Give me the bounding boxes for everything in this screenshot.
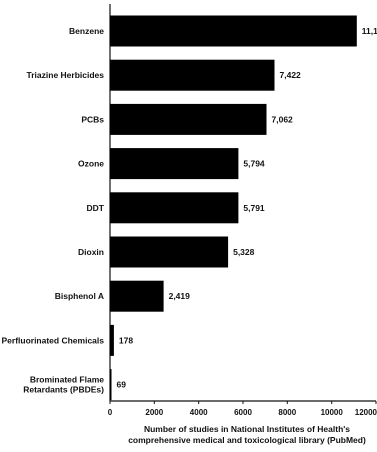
category-label-triazine-herbicides: Triazine Herbicides (27, 70, 105, 80)
category-label-line: Retardants (PBDEs) (23, 385, 104, 395)
value-label-group: 11,134 7,422 7,062 5,794 5,791 5,328 2,419 178 6… (117, 26, 377, 390)
category-label-line: Triazine Herbicides (27, 70, 105, 80)
value-label-perfluorinated-chemicals: 178 (119, 335, 133, 345)
bar-group (110, 15, 357, 401)
category-label-dioxin: Dioxin (78, 247, 104, 257)
x-tick-label: 8000 (278, 408, 296, 417)
category-label-brominated-flame-retardants-pbdes: Brominated Flame Retardants (PBDEs) (23, 375, 104, 395)
x-tick-label: 2000 (145, 408, 163, 417)
category-label-line: Bisphenol A (55, 291, 104, 301)
bar-ozone (110, 148, 239, 180)
category-label-line: Benzene (69, 26, 104, 36)
x-tick-group: 0 2000 4000 6000 8000 10000 12000 (108, 401, 377, 417)
category-label-pcbs: PCBs (81, 114, 104, 124)
category-label-line: Brominated Flame (30, 375, 104, 385)
x-axis-title-line: comprehensive medical and toxicological … (128, 435, 366, 445)
bar-benzene (110, 15, 357, 47)
value-label-pcbs: 7,062 (272, 114, 294, 124)
x-tick-label: 4000 (190, 408, 208, 417)
category-label-line: DDT (87, 203, 105, 213)
category-label-group: Benzene Triazine Herbicides PCBs Ozone DDT Di… (1, 26, 104, 395)
value-label-dioxin: 5,328 (233, 247, 255, 257)
value-label-bisphenol-a: 2,419 (169, 291, 191, 301)
category-label-line: Perfluorinated Chemicals (1, 335, 104, 345)
category-label-ozone: Ozone (78, 159, 104, 169)
x-tick-label: 0 (108, 408, 113, 417)
category-label-perfluorinated-chemicals: Perfluorinated Chemicals (1, 335, 104, 345)
bar-ddt (110, 192, 239, 224)
value-label-ozone: 5,794 (243, 159, 265, 169)
category-label-line: Ozone (78, 159, 104, 169)
category-label-line: PCBs (81, 114, 104, 124)
x-axis-title: Number of studies in National Institutes… (128, 424, 366, 445)
bar-bisphenol-a (110, 280, 164, 312)
bar-brominated-flame-retardants-pbdes (110, 369, 112, 401)
bar-perfluorinated-chemicals (110, 324, 114, 356)
x-tick-label: 6000 (234, 408, 252, 417)
category-label-benzene: Benzene (69, 26, 104, 36)
value-label-benzene: 11,134 (362, 26, 377, 36)
category-label-ddt: DDT (87, 203, 105, 213)
value-label-triazine-herbicides: 7,422 (280, 70, 302, 80)
bar-dioxin (110, 236, 229, 268)
x-tick-label: 10000 (321, 408, 344, 417)
bar-pcbs (110, 103, 267, 135)
value-label-ddt: 5,791 (243, 203, 265, 213)
x-tick-label: 12000 (355, 408, 377, 417)
x-axis-title-line: Number of studies in National Institutes… (144, 424, 350, 434)
bar-triazine-herbicides (110, 59, 275, 91)
value-label-brominated-flame-retardants-pbdes: 69 (117, 380, 127, 390)
category-label-line: Dioxin (78, 247, 104, 257)
category-label-bisphenol-a: Bisphenol A (55, 291, 104, 301)
